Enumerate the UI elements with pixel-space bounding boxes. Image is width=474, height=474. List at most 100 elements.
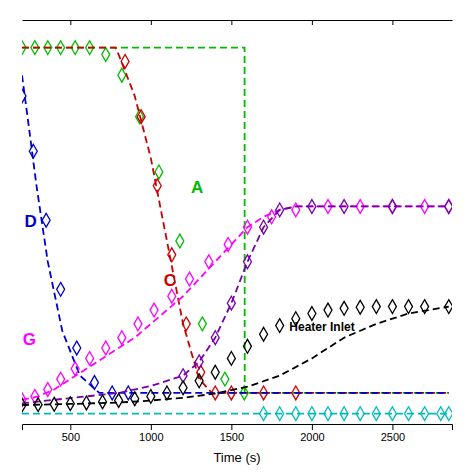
- x-axis-top: [23, 20, 453, 25]
- point: [155, 165, 163, 179]
- tick: 500: [62, 424, 80, 443]
- point: [356, 300, 364, 314]
- point: [224, 238, 232, 252]
- point: [324, 407, 332, 421]
- point: [73, 341, 81, 355]
- point: [57, 282, 65, 296]
- point: [86, 351, 94, 365]
- tick-label: 2000: [300, 431, 324, 443]
- point: [44, 383, 52, 397]
- point: [102, 48, 110, 62]
- tick: 2500: [381, 424, 405, 443]
- point: [421, 407, 429, 421]
- point: [168, 289, 176, 303]
- point: [50, 397, 58, 411]
- tick: [151, 20, 152, 25]
- point: [388, 407, 396, 421]
- point: [211, 331, 219, 345]
- x-axis: 500 1000 1500 2000 2500: [23, 424, 453, 443]
- point: [227, 296, 235, 310]
- point: [99, 395, 107, 409]
- point: [340, 200, 348, 214]
- point: [243, 339, 251, 353]
- x-axis-title: Time (s): [213, 450, 260, 465]
- point: [66, 397, 74, 411]
- point: [102, 341, 110, 355]
- point: [90, 376, 98, 390]
- line: [22, 206, 449, 403]
- annotation: C: [164, 271, 176, 290]
- point: [445, 200, 452, 214]
- annotation: A: [191, 178, 203, 197]
- point: [276, 203, 284, 217]
- point: [445, 407, 452, 421]
- tick-mark: [392, 424, 393, 430]
- point: [260, 220, 268, 234]
- tick-mark: [151, 20, 152, 25]
- tick-mark: [231, 424, 232, 430]
- tick-mark: [70, 424, 71, 430]
- point: [372, 300, 380, 314]
- point: [205, 255, 213, 269]
- point: [372, 407, 380, 421]
- axis-line: [23, 20, 453, 21]
- point: [29, 144, 37, 158]
- point: [34, 398, 42, 412]
- annotation: Heater Inlet: [289, 320, 354, 334]
- point: [153, 179, 161, 193]
- point: [121, 55, 129, 69]
- point: [71, 362, 79, 376]
- point: [260, 327, 268, 341]
- tick: [231, 20, 232, 25]
- tick-mark: [312, 20, 313, 25]
- tick-label: 500: [62, 431, 80, 443]
- tick-label: 1000: [139, 431, 163, 443]
- point: [131, 392, 139, 406]
- point: [147, 389, 155, 403]
- line: [22, 206, 449, 399]
- line: [22, 75, 449, 393]
- line: [22, 413, 449, 415]
- point: [308, 307, 316, 321]
- point: [437, 407, 445, 421]
- plot-area: [22, 41, 452, 421]
- point: [118, 331, 126, 345]
- point: [82, 396, 90, 410]
- axis-line: [23, 425, 453, 431]
- tick-mark: [70, 20, 71, 25]
- point: [118, 68, 126, 82]
- point: [292, 203, 300, 217]
- point: [260, 407, 268, 421]
- point: [186, 272, 194, 286]
- tick: 2000: [300, 424, 324, 443]
- point: [22, 398, 26, 412]
- tick: [312, 20, 313, 25]
- tick: [392, 20, 393, 25]
- point: [324, 303, 332, 317]
- point: [168, 248, 176, 262]
- point: [243, 255, 251, 269]
- point: [276, 407, 284, 421]
- tick: 1000: [139, 424, 163, 443]
- point: [243, 220, 251, 234]
- tick: [70, 20, 71, 25]
- point: [195, 374, 203, 388]
- tick-label: 1500: [220, 431, 244, 443]
- point: [308, 200, 316, 214]
- tick-label: 2500: [381, 431, 405, 443]
- tick-mark: [312, 424, 313, 430]
- point: [134, 317, 142, 331]
- line: [22, 307, 449, 405]
- point: [150, 303, 158, 317]
- point: [388, 300, 396, 314]
- point: [445, 300, 452, 314]
- point: [356, 407, 364, 421]
- point: [405, 407, 413, 421]
- point: [421, 300, 429, 314]
- point: [57, 372, 65, 386]
- point: [445, 200, 452, 214]
- point: [42, 213, 50, 227]
- point: [195, 355, 203, 369]
- line: [22, 48, 449, 393]
- point: [163, 386, 171, 400]
